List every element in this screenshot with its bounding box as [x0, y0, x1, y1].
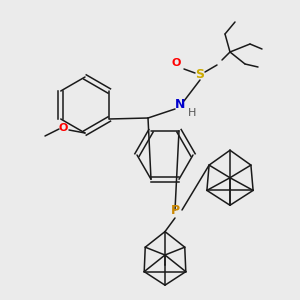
Text: O: O [171, 58, 181, 68]
Text: H: H [188, 108, 196, 118]
Text: N: N [175, 98, 185, 112]
Text: P: P [170, 203, 180, 217]
Text: O: O [58, 123, 68, 133]
Text: S: S [196, 68, 205, 82]
